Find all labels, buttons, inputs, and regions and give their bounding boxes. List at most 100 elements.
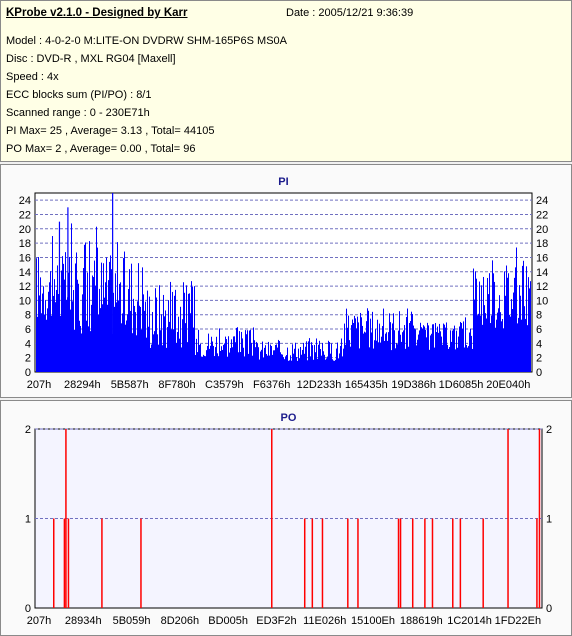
model-line: Model : 4-0-2-0 M:LITE-ON DVDRW SHM-165P… bbox=[6, 35, 287, 47]
pi-bar bbox=[120, 282, 121, 372]
x-tick-label: 19D386h bbox=[391, 379, 436, 391]
pi-bar bbox=[349, 340, 350, 372]
pi-bar bbox=[315, 352, 316, 372]
pi-bar bbox=[356, 328, 357, 372]
pi-bar bbox=[520, 295, 521, 372]
pi-bar bbox=[371, 332, 372, 372]
pi-bar bbox=[530, 281, 531, 372]
pi-bar bbox=[415, 329, 416, 372]
y-tick-label-right: 8 bbox=[536, 310, 542, 322]
pi-bar bbox=[253, 327, 254, 372]
pi-bar bbox=[223, 344, 224, 372]
x-tick-label: 12D233h bbox=[297, 379, 342, 391]
pi-bar bbox=[522, 265, 523, 372]
pi-bar bbox=[386, 332, 387, 372]
pi-bar bbox=[246, 334, 247, 372]
pi-bar bbox=[191, 281, 192, 372]
po-stats-line: PO Max= 2 , Average= 0.00 , Total= 96 bbox=[6, 143, 196, 155]
pi-bar bbox=[93, 277, 94, 372]
disc-line: Disc : DVD-R , MXL RG04 [Maxell] bbox=[6, 53, 176, 65]
x-tick-label: 207h bbox=[27, 379, 51, 391]
pi-bar bbox=[326, 358, 327, 372]
pi-bar bbox=[276, 344, 277, 372]
pi-bar bbox=[55, 302, 56, 372]
x-tick-label: 1D6085h bbox=[439, 379, 484, 391]
pi-bar bbox=[187, 342, 188, 372]
pi-bar bbox=[480, 315, 481, 372]
pi-bar bbox=[138, 263, 139, 372]
pi-bar bbox=[485, 313, 486, 372]
pi-bar bbox=[352, 319, 353, 372]
pi-bar bbox=[53, 295, 54, 372]
x-tick-label: 165435h bbox=[345, 379, 388, 391]
pi-spike bbox=[112, 193, 114, 372]
pi-bar bbox=[515, 267, 516, 372]
pi-bar bbox=[343, 348, 344, 372]
pi-bar bbox=[110, 255, 111, 372]
pi-bar bbox=[475, 271, 476, 372]
pi-bar bbox=[238, 352, 239, 372]
pi-bar bbox=[317, 358, 318, 372]
pi-bar bbox=[210, 345, 211, 372]
pi-bar bbox=[135, 312, 136, 372]
pi-bar bbox=[227, 356, 228, 372]
pi-bar bbox=[305, 346, 306, 372]
pi-bar bbox=[420, 322, 421, 372]
pi-bar bbox=[196, 338, 197, 372]
pi-bar bbox=[521, 319, 522, 372]
pi-bar bbox=[529, 288, 530, 372]
pi-bar bbox=[304, 353, 305, 372]
pi-bar bbox=[486, 318, 487, 372]
pi-bar bbox=[169, 321, 170, 372]
y-tick-label-right: 2 bbox=[536, 353, 542, 365]
pi-spike bbox=[58, 221, 61, 372]
pi-bar bbox=[277, 347, 278, 372]
pi-bar bbox=[122, 313, 123, 372]
pi-bar bbox=[307, 360, 308, 372]
pi-bar bbox=[133, 298, 134, 372]
pi-bar bbox=[469, 332, 470, 372]
pi-bar bbox=[481, 285, 482, 372]
pi-bar bbox=[91, 304, 92, 372]
pi-bar bbox=[154, 331, 155, 372]
pi-bar bbox=[501, 321, 502, 372]
pi-bar bbox=[427, 322, 428, 372]
pi-bar bbox=[468, 346, 469, 372]
pi-bar bbox=[395, 348, 396, 372]
pi-bar bbox=[376, 340, 377, 372]
pi-bar bbox=[166, 347, 167, 372]
pi-bar bbox=[452, 330, 453, 372]
pi-bar bbox=[431, 333, 432, 372]
pi-bar bbox=[443, 323, 444, 372]
pi-bar bbox=[288, 360, 289, 372]
pi-bar bbox=[63, 263, 64, 372]
pi-bar bbox=[472, 348, 473, 372]
pi-bar bbox=[49, 282, 50, 372]
pi-bar bbox=[229, 352, 230, 372]
pi-bar bbox=[488, 294, 489, 372]
pi-bar bbox=[433, 324, 434, 372]
pi-bar bbox=[181, 347, 182, 372]
pi-bar bbox=[491, 315, 492, 372]
y-tick-label-left: 0 bbox=[25, 603, 31, 615]
pi-bar bbox=[171, 329, 172, 372]
pi-bar bbox=[333, 360, 334, 372]
pi-bar bbox=[314, 344, 315, 372]
scanned-range-line: Scanned range : 0 - 230E71h bbox=[6, 107, 150, 119]
x-tick-label: 28934h bbox=[65, 615, 102, 627]
pi-bar bbox=[41, 313, 42, 372]
pi-bar bbox=[303, 342, 304, 372]
pi-bar bbox=[500, 312, 501, 372]
pi-bar bbox=[235, 342, 236, 372]
pi-bar bbox=[236, 327, 237, 372]
pi-bar bbox=[388, 332, 389, 372]
pi-bar bbox=[399, 311, 400, 372]
pi-bar bbox=[286, 355, 287, 372]
pi-bar bbox=[409, 323, 410, 372]
pi-bar bbox=[524, 306, 525, 372]
pi-bar bbox=[373, 348, 374, 372]
x-tick-label: ED3F2h bbox=[256, 615, 296, 627]
pi-bar bbox=[148, 326, 149, 372]
pi-bar bbox=[80, 326, 81, 372]
pi-bar bbox=[180, 306, 181, 372]
